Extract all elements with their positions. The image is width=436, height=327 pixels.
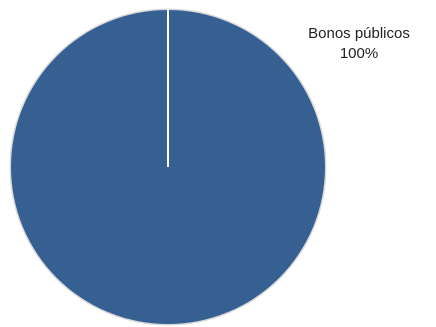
slice-data-label: Bonos públicos 100%	[300, 24, 418, 64]
slice-category-label: Bonos públicos	[308, 25, 410, 42]
slice-percent-label: 100%	[339, 45, 379, 62]
pie-slices	[9, 8, 327, 326]
